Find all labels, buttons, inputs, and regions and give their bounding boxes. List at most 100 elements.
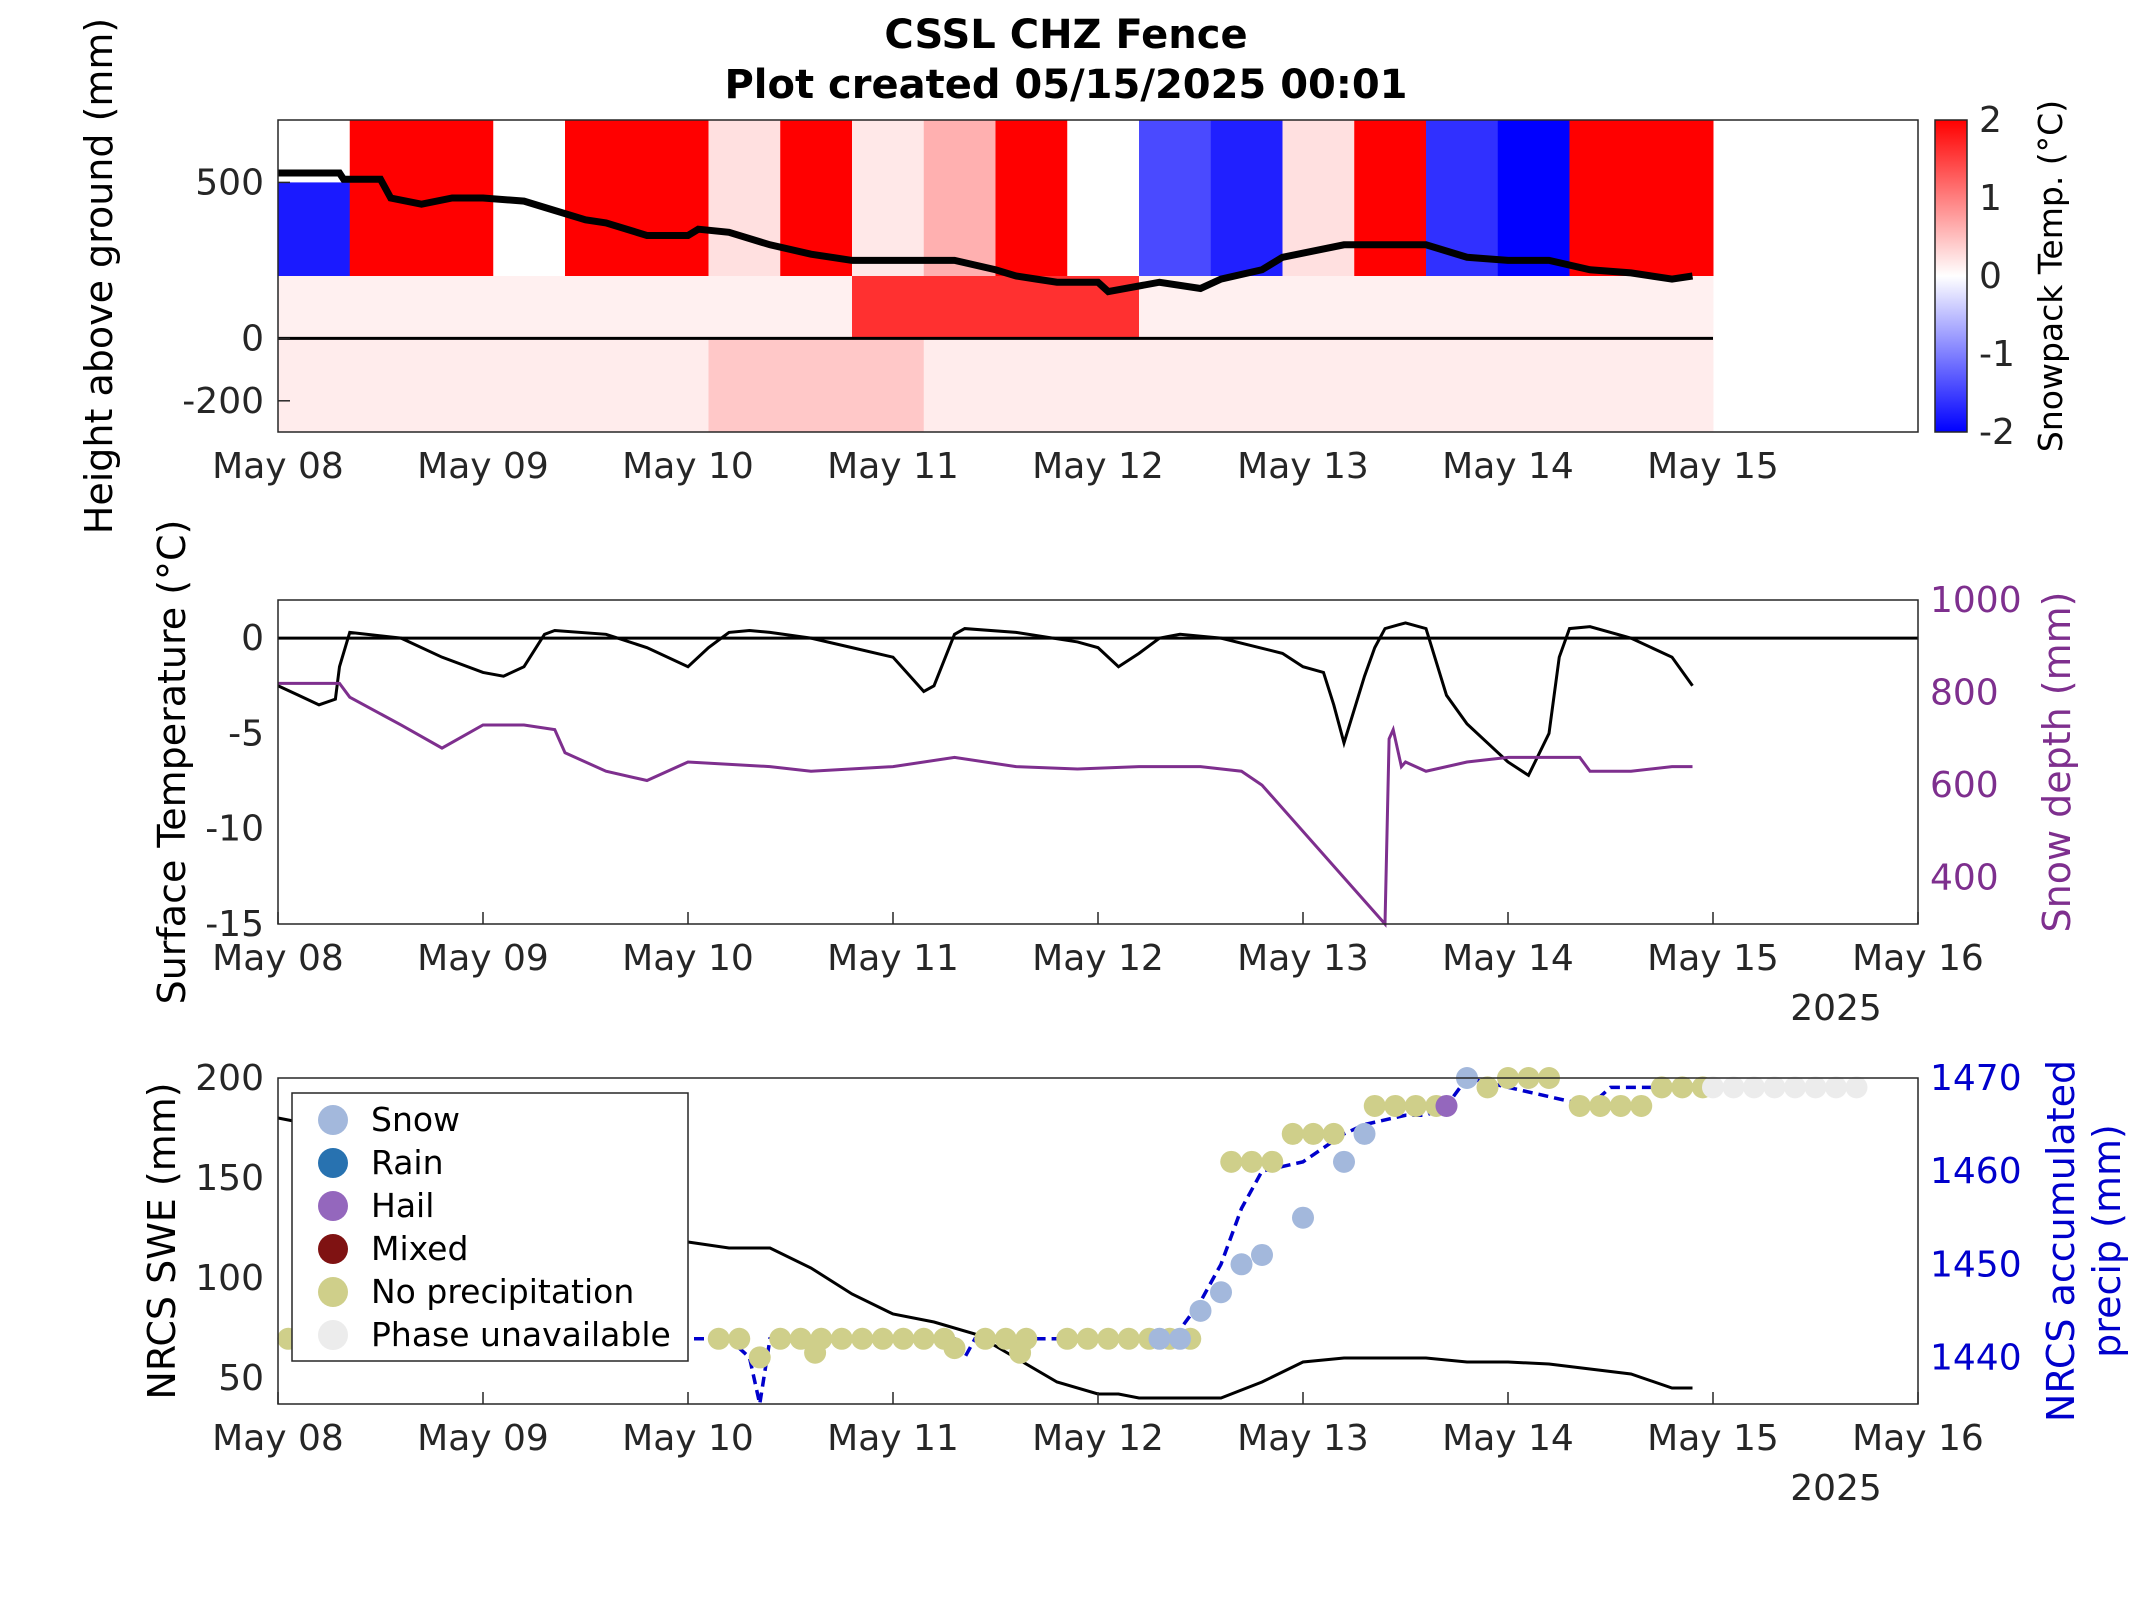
x-tick-label: May 08 bbox=[212, 446, 344, 487]
precip-phase-point bbox=[1650, 1076, 1673, 1099]
heatmap-cell bbox=[923, 276, 996, 339]
y-tick-label: 200 bbox=[195, 1058, 264, 1099]
precip-phase-point bbox=[1251, 1243, 1273, 1266]
heatmap-cell bbox=[1210, 120, 1283, 276]
heatmap-cell bbox=[995, 276, 1068, 339]
heatmap-cell bbox=[565, 338, 638, 432]
heatmap-cell bbox=[349, 338, 422, 432]
y2-tick-label: 600 bbox=[1930, 765, 1999, 806]
heatmap-cell bbox=[278, 338, 351, 432]
precip-phase-point bbox=[1056, 1327, 1079, 1350]
x-tick-label: May 11 bbox=[827, 446, 959, 487]
x-tick-label: May 14 bbox=[1442, 938, 1574, 979]
precip-phase-point bbox=[974, 1327, 997, 1350]
legend-marker bbox=[318, 1105, 348, 1135]
heatmap-cell bbox=[493, 338, 566, 432]
heatmap-cell bbox=[1497, 338, 1570, 432]
precip-phase-point bbox=[1230, 1253, 1253, 1276]
colorbar-tick-label: -1 bbox=[1979, 334, 2015, 375]
precip-phase-point bbox=[1281, 1122, 1304, 1145]
precip-phase-point bbox=[769, 1327, 792, 1350]
colorbar-tick-label: 0 bbox=[1979, 256, 2002, 297]
precip-phase-point bbox=[1671, 1076, 1694, 1099]
heatmap-cells bbox=[278, 120, 1714, 432]
legend-box bbox=[291, 1092, 689, 1362]
heatmap-cell bbox=[1210, 338, 1283, 432]
x-tick-label: May 16 bbox=[1852, 1418, 1984, 1459]
legend-label: Hail bbox=[371, 1186, 434, 1225]
precip-phase-point bbox=[1589, 1094, 1612, 1117]
precip-line bbox=[278, 1076, 1693, 1405]
precip-phase-point bbox=[1353, 1122, 1376, 1145]
precip-phase-point bbox=[748, 1346, 771, 1369]
precip-phase-point bbox=[1435, 1094, 1458, 1117]
precip-phase-point bbox=[892, 1327, 915, 1350]
legend-label: Rain bbox=[371, 1143, 444, 1182]
heatmap-cell bbox=[1497, 276, 1570, 339]
heatmap-cell bbox=[852, 120, 925, 276]
precip-phase-point bbox=[1609, 1094, 1632, 1117]
precip-phase-point bbox=[1240, 1150, 1263, 1173]
precip-phase-point bbox=[1630, 1094, 1653, 1117]
heatmap-cell bbox=[1139, 338, 1212, 432]
precip-phase-point bbox=[804, 1341, 827, 1364]
y2-axis-label: precip (mm) bbox=[2085, 1124, 2129, 1358]
heatmap-cell bbox=[708, 120, 781, 276]
precip-phase-point bbox=[1117, 1327, 1140, 1350]
precip-phase-point bbox=[1384, 1094, 1407, 1117]
heatmap-cell bbox=[636, 338, 709, 432]
x-tick-label: May 10 bbox=[622, 938, 754, 979]
heatmap-cell bbox=[1641, 120, 1714, 276]
heatmap-cell bbox=[636, 120, 709, 276]
heatmap-cell bbox=[1497, 120, 1570, 276]
y2-tick-label: 1450 bbox=[1930, 1244, 2022, 1285]
y-tick-label: -200 bbox=[182, 381, 264, 422]
y-tick-label: -5 bbox=[228, 713, 264, 754]
precip-phase-point bbox=[1363, 1094, 1386, 1117]
legend-marker bbox=[318, 1277, 348, 1307]
x-tick-label: May 15 bbox=[1647, 1418, 1779, 1459]
heatmap-cell bbox=[278, 276, 351, 339]
y2-axis-label: Snow depth (mm) bbox=[2035, 592, 2079, 933]
precip-phase-point bbox=[871, 1327, 894, 1350]
snow-depth-line bbox=[278, 169, 1694, 296]
precip-phase-point bbox=[1476, 1076, 1499, 1099]
x-tick-label: May 09 bbox=[417, 446, 549, 487]
heatmap-cell bbox=[349, 276, 422, 339]
y-tick-label: 0 bbox=[241, 318, 264, 359]
heatmap-cell bbox=[1426, 338, 1499, 432]
y2-tick-label: 400 bbox=[1930, 858, 1999, 899]
precip-panel: 200 150 100 50 1470 1460 1450 1440 May 08 May 09 M… bbox=[140, 1058, 2129, 1509]
precip-phase-point bbox=[789, 1327, 812, 1350]
precip-phase-point bbox=[1322, 1122, 1345, 1145]
heatmap-cell bbox=[1569, 120, 1642, 276]
heatmap-cell bbox=[421, 338, 494, 432]
legend-marker bbox=[318, 1148, 348, 1178]
precip-phase-point bbox=[994, 1327, 1017, 1350]
x-tick-label: May 09 bbox=[417, 938, 549, 979]
legend-marker bbox=[318, 1234, 348, 1264]
surface-temperature-line bbox=[277, 621, 1694, 778]
x-tick-label: May 15 bbox=[1647, 446, 1779, 487]
y-tick-label: 50 bbox=[218, 1358, 264, 1399]
precip-phase-point bbox=[1261, 1150, 1284, 1173]
heatmap-cell bbox=[1282, 338, 1355, 432]
legend-label: Phase unavailable bbox=[371, 1315, 671, 1354]
precip-phase-point bbox=[728, 1327, 751, 1350]
y2-tick-label: 1460 bbox=[1930, 1151, 2022, 1192]
x-tick-label: May 12 bbox=[1032, 1418, 1164, 1459]
year-label: 2025 bbox=[1790, 1468, 1882, 1509]
legend-label: Mixed bbox=[371, 1229, 468, 1268]
y-axis-label: Height above ground (mm) bbox=[77, 18, 121, 535]
x-tick-label: May 14 bbox=[1442, 446, 1574, 487]
x-tick-label: May 14 bbox=[1442, 1418, 1574, 1459]
precip-phase-point bbox=[1722, 1076, 1745, 1099]
y-tick-label: -10 bbox=[205, 809, 264, 850]
precip-phase-point bbox=[1333, 1150, 1355, 1173]
x-tick-label: May 16 bbox=[1852, 938, 1984, 979]
heatmap-cell bbox=[780, 276, 853, 339]
precip-phase-point bbox=[1076, 1327, 1099, 1350]
heatmap-cell bbox=[923, 120, 996, 276]
heatmap-cell bbox=[1354, 276, 1427, 339]
